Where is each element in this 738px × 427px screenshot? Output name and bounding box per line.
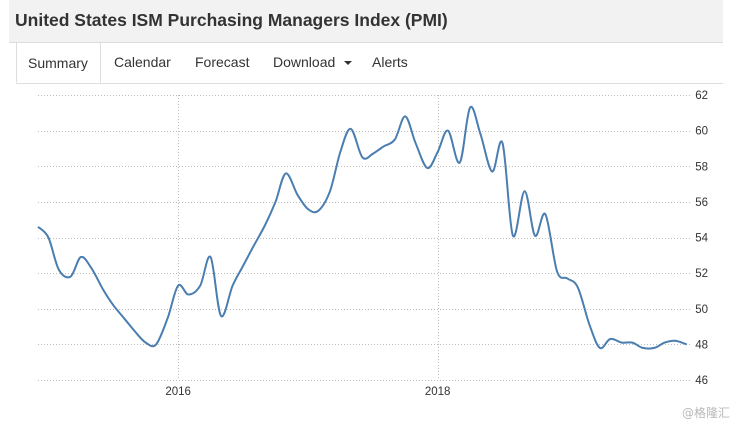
y-tick-label: 48: [695, 339, 708, 351]
tab-download[interactable]: Download: [273, 42, 353, 82]
x-axis-ticks: 2016 2018: [165, 386, 450, 398]
tab-bar: Summary Calendar Forecast Download Alert…: [16, 42, 723, 84]
pmi-line-chart: 46 48 50 52 54 56 58 60 62 2016 2018: [37, 90, 709, 398]
y-tick-label: 60: [695, 126, 708, 138]
x-tick-label: 2016: [165, 386, 191, 398]
gridlines: [38, 95, 692, 381]
y-tick-label: 62: [695, 90, 708, 102]
tab-forecast[interactable]: Forecast: [195, 42, 249, 82]
y-tick-label: 46: [695, 375, 708, 387]
y-axis-ticks: 46 48 50 52 54 56 58 60 62: [695, 90, 708, 387]
tab-summary-label: Summary: [28, 55, 88, 71]
caret-down-icon: [344, 61, 353, 66]
tab-calendar-label: Calendar: [114, 54, 171, 70]
title-bar: United States ISM Purchasing Managers In…: [9, 0, 723, 43]
y-tick-label: 52: [695, 268, 708, 280]
tab-calendar[interactable]: Calendar: [114, 42, 171, 82]
x-tick-label: 2018: [425, 386, 451, 398]
y-tick-label: 50: [695, 304, 708, 316]
y-tick-label: 58: [695, 161, 708, 173]
page-title: United States ISM Purchasing Managers In…: [15, 10, 448, 30]
pmi-series-line: [37, 105, 688, 350]
tab-alerts-label: Alerts: [372, 54, 408, 70]
tab-alerts[interactable]: Alerts: [372, 42, 408, 82]
tab-forecast-label: Forecast: [195, 54, 250, 70]
tab-download-label: Download: [273, 54, 336, 70]
y-tick-label: 54: [695, 233, 708, 245]
watermark: @格隆汇: [681, 406, 730, 420]
tab-summary[interactable]: Summary: [16, 42, 101, 83]
y-tick-label: 56: [695, 197, 708, 209]
